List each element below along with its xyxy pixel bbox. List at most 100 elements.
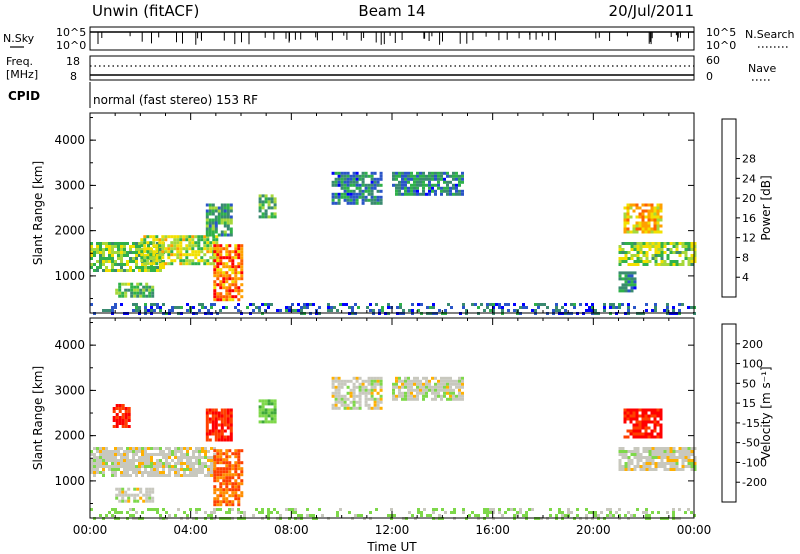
power-echo-cell — [591, 309, 594, 312]
velocity-echo-cell — [174, 465, 177, 468]
velocity-echo-cell — [624, 462, 628, 465]
power-echo-cell — [213, 268, 217, 272]
power-echo-cell — [216, 271, 220, 275]
velocity-echo-cell — [672, 456, 676, 459]
velocity-echo-cell — [373, 382, 377, 386]
velocity-echo-cell — [121, 419, 125, 422]
power-echo-cell — [270, 212, 274, 216]
power-echo-cell — [176, 250, 180, 254]
velocity-echo-cell — [635, 408, 639, 412]
velocity-echo-cell — [120, 474, 123, 477]
power-echo-cell — [633, 260, 637, 263]
power-echo-cell — [635, 224, 639, 228]
velocity-echo-cell — [223, 417, 227, 421]
velocity-echo-cell — [636, 450, 640, 453]
velocity-echo-cell — [413, 382, 416, 386]
velocity-echo-cell — [294, 508, 297, 511]
power-echo-cell — [228, 292, 232, 296]
power-echo-cell — [143, 259, 147, 263]
velocity-echo-cell — [148, 487, 152, 491]
velocity-echo-cell — [129, 447, 132, 450]
power-echo-cell — [410, 183, 413, 187]
power-echo-cell — [334, 192, 338, 196]
power-echo-cell — [146, 256, 150, 260]
velocity-echo-cell — [404, 397, 407, 401]
power-echo-cell — [179, 259, 183, 263]
power-echo-cell — [407, 192, 410, 196]
velocity-echo-cell — [115, 425, 119, 428]
velocity-echo-cell — [461, 397, 464, 401]
power-echo-cell — [669, 248, 673, 251]
power-echo-cell — [111, 248, 114, 251]
velocity-echo-cell — [201, 471, 204, 474]
velocity-echo-cell — [237, 461, 241, 465]
velocity-echo-cell — [226, 417, 230, 421]
velocity-echo-cell — [211, 426, 215, 430]
power-echo-cell — [443, 186, 446, 190]
power-echo-cell — [200, 250, 204, 254]
velocity-echo-cell — [174, 453, 177, 456]
velocity-echo-cell — [237, 488, 241, 492]
power-echo-cell — [148, 294, 152, 298]
velocity-echo-cell — [213, 497, 217, 501]
velocity-echo-cell — [237, 497, 241, 501]
velocity-echo-cell — [237, 508, 240, 511]
velocity-echo-cell — [684, 465, 688, 468]
power-echo-cell — [416, 171, 419, 175]
velocity-echo-cell — [657, 450, 661, 453]
power-echo-cell — [111, 309, 114, 312]
velocity-echo-cell — [132, 459, 135, 462]
power-echo-cell — [627, 280, 631, 284]
power-echo-cell — [654, 260, 658, 263]
velocity-echo-cell — [416, 385, 419, 389]
velocity-echo-cell — [687, 456, 691, 459]
velocity-echo-cell — [270, 408, 274, 412]
velocity-echo-cell — [392, 397, 395, 401]
velocity-echo-cell — [288, 508, 291, 511]
velocity-echo-cell — [461, 379, 464, 383]
velocity-echo-cell — [264, 414, 268, 418]
velocity-echo-cell — [133, 496, 137, 500]
power-echo-cell — [215, 241, 219, 245]
velocity-echo-cell — [419, 382, 422, 386]
power-echo-cell — [153, 269, 156, 272]
power-echo-cell — [185, 256, 189, 260]
power-echo-cell — [108, 257, 111, 260]
power-echo-cell — [531, 309, 534, 312]
velocity-echo-cell — [153, 465, 156, 468]
power-echo-cell — [229, 206, 233, 210]
velocity-echo-cell — [123, 456, 126, 459]
velocity-echo-cell — [650, 432, 654, 436]
time-tick-label: 12:00 — [375, 523, 410, 537]
velocity-echo-cell — [669, 462, 673, 465]
velocity-echo-cell — [660, 465, 664, 468]
velocity-echo-cell — [198, 459, 201, 462]
velocity-echo-cell — [660, 447, 664, 450]
power-echo-cell — [340, 192, 344, 196]
velocity-echo-cell — [162, 465, 165, 468]
power-echo-cell — [495, 303, 498, 306]
velocity-echo-cell — [225, 476, 229, 480]
power-echo-cell — [194, 241, 198, 245]
power-echo-cell — [177, 306, 180, 309]
power-echo-cell — [358, 186, 362, 190]
velocity-echo-cell — [450, 511, 453, 514]
power-echo-cell — [428, 177, 431, 181]
power-echo-cell — [234, 256, 238, 260]
power-echo-cell — [627, 306, 630, 309]
nsky-label: N.Sky — [3, 32, 35, 45]
velocity-echo-cell — [225, 503, 229, 507]
power-echo-cell — [636, 263, 640, 266]
power-echo-cell — [176, 244, 180, 248]
power-echo-cell — [663, 263, 667, 266]
velocity-echo-cell — [261, 402, 265, 406]
velocity-echo-cell — [452, 394, 455, 398]
velocity-echo-cell — [623, 420, 627, 424]
velocity-echo-cell — [129, 514, 132, 517]
time-tick-label: 00:00 — [677, 523, 712, 537]
power-echo-cell — [644, 227, 648, 231]
power-echo-cell — [330, 309, 333, 312]
power-echo-cell — [627, 289, 631, 293]
velocity-echo-cell — [217, 411, 221, 415]
station-title: Unwin (fitACF) — [92, 2, 199, 20]
